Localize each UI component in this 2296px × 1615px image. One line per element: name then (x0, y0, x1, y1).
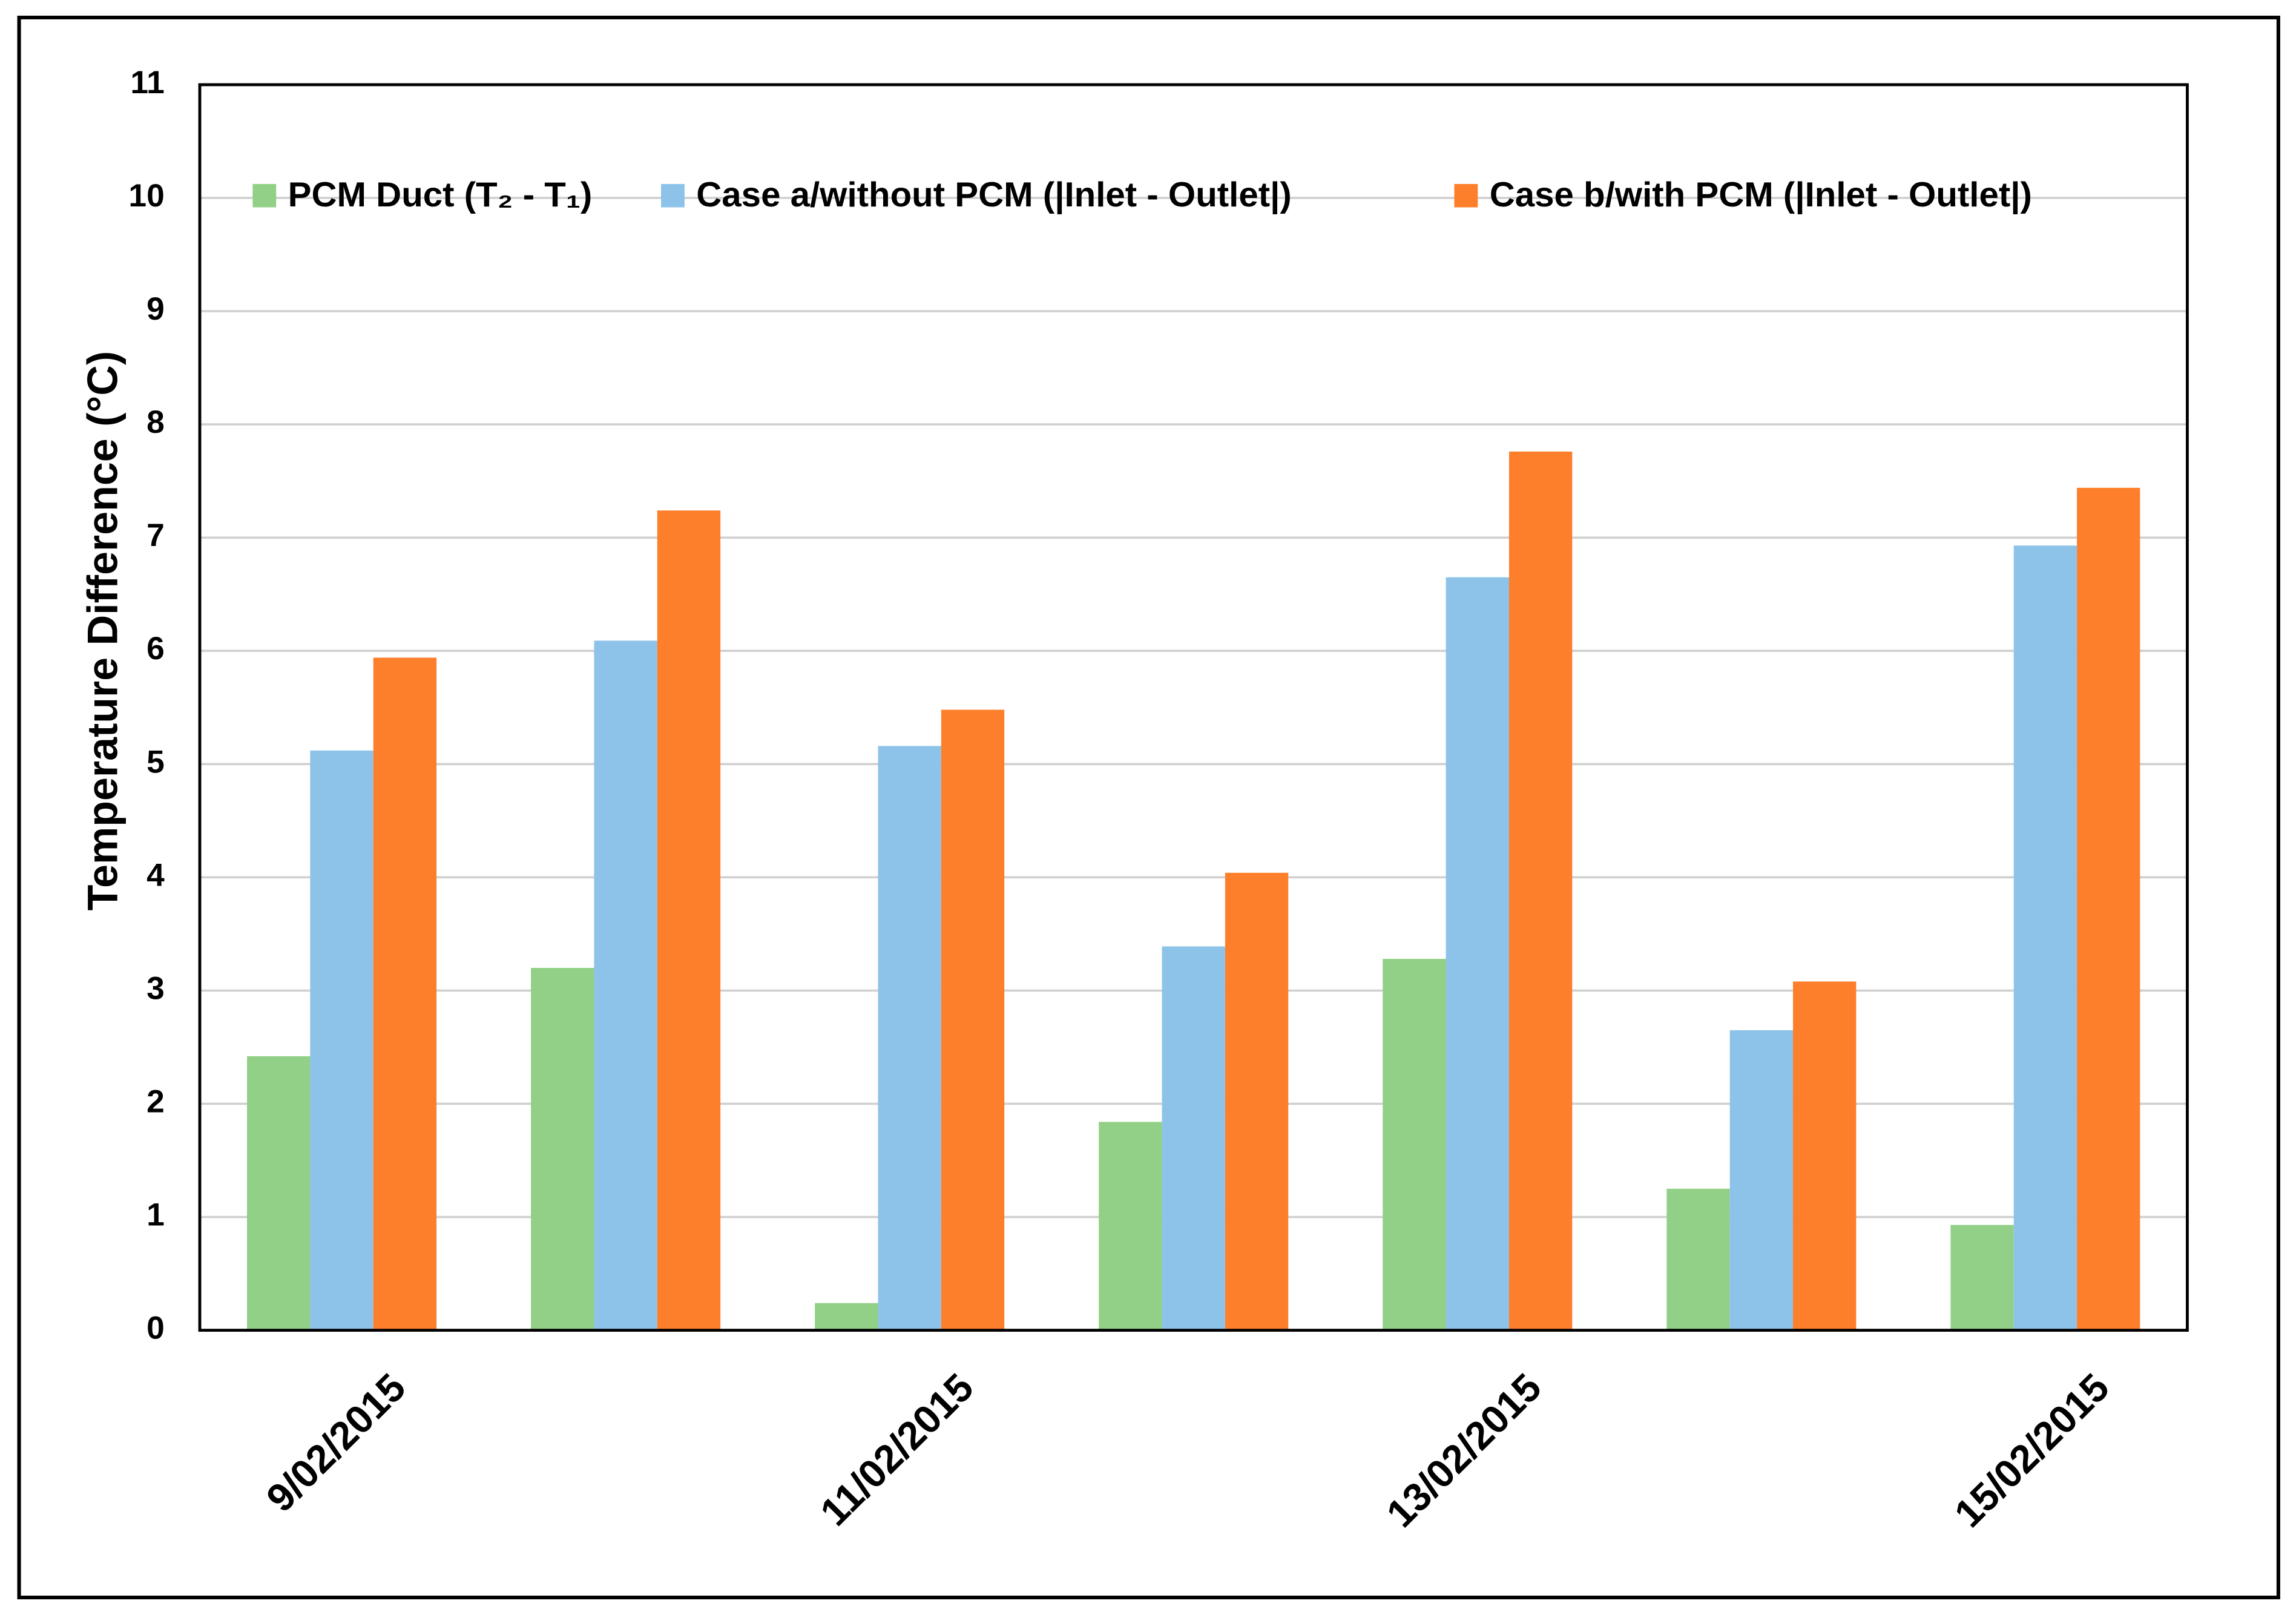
y-tick-label: 3 (146, 971, 165, 1007)
bar (1162, 946, 1225, 1330)
plot-frame (198, 83, 2189, 1332)
y-axis-label: Temperature Difference (°C) (78, 351, 126, 911)
y-tick-label: 9 (146, 291, 165, 327)
bar (1950, 1225, 2014, 1330)
bar (247, 1056, 311, 1330)
legend-swatch (661, 183, 685, 208)
bar (310, 750, 373, 1330)
y-tick-label: 11 (130, 65, 164, 100)
y-tick-label: 4 (146, 858, 165, 893)
bar (815, 1303, 878, 1330)
bar (531, 968, 594, 1330)
bar (941, 709, 1005, 1330)
bar (1666, 1188, 1730, 1330)
bar (373, 657, 437, 1330)
legend-swatch (252, 183, 277, 208)
bar (1225, 872, 1289, 1330)
bar (657, 510, 721, 1330)
y-tick-label: 7 (146, 518, 165, 553)
bar (1383, 959, 1446, 1330)
y-tick-label: 5 (146, 744, 165, 780)
bar (1508, 451, 1573, 1330)
bar (1729, 1030, 1794, 1330)
bar (2013, 545, 2077, 1330)
bar (1446, 577, 1509, 1330)
y-tick-label: 0 (146, 1311, 165, 1346)
legend-label: PCM Duct (T₂ - T₁) (288, 175, 593, 214)
bar (878, 746, 941, 1330)
y-tick-label: 8 (146, 404, 165, 440)
bar (1793, 981, 1857, 1330)
legend-label: Case a/without PCM (|Inlet - Outlet|) (696, 175, 1292, 214)
bar (2077, 487, 2140, 1330)
y-tick-label: 10 (128, 178, 164, 214)
y-tick-label: 6 (146, 631, 165, 666)
legend-swatch (1454, 183, 1478, 208)
bar (1099, 1122, 1162, 1330)
y-tick-label: 1 (146, 1197, 165, 1233)
bar (594, 640, 657, 1330)
legend-label: Case b/with PCM (|Inlet - Outlet|) (1490, 175, 2032, 214)
y-tick-label: 2 (146, 1084, 165, 1120)
